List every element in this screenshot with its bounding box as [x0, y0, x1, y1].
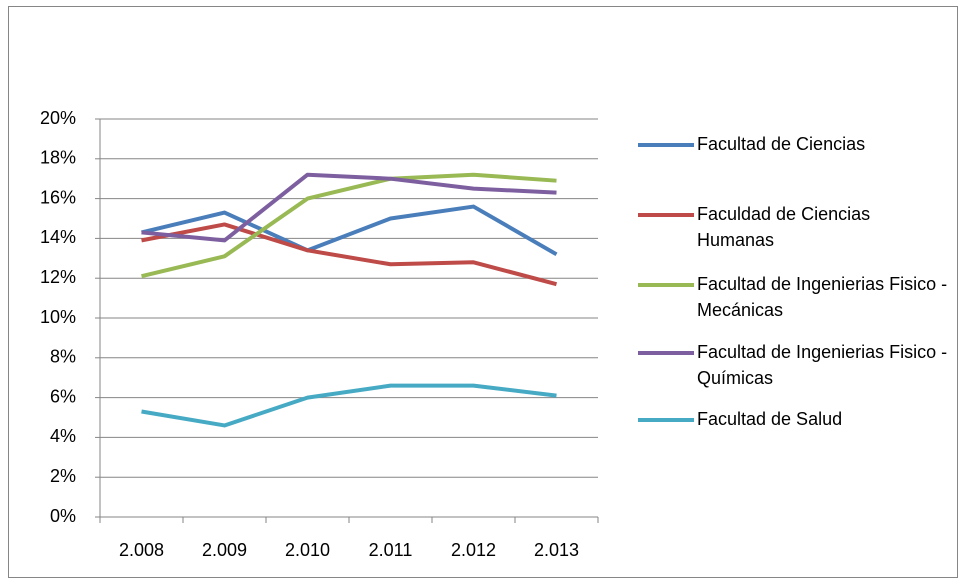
x-tick-label: 2.008 [119, 540, 164, 560]
y-tick-label: 8% [50, 347, 76, 367]
y-tick-label: 0% [50, 506, 76, 526]
legend-line: Faculdad de Ciencias [697, 204, 870, 224]
y-tick-label: 14% [40, 227, 76, 247]
legend-line: Facultad de Ciencias [697, 134, 865, 154]
legend-line: Químicas [697, 368, 773, 388]
y-tick-label: 4% [50, 426, 76, 446]
legend-label: Facultad de Ingenierias Fisico - Químicas [697, 342, 947, 388]
series-line [141, 204, 558, 257]
y-tick-label: 6% [50, 386, 76, 406]
series-line [141, 172, 557, 243]
y-tick-label: 2% [50, 466, 76, 486]
x-tick-label: 2.010 [285, 540, 330, 560]
x-tick-label: 2.013 [534, 540, 579, 560]
legend-line: Humanas [697, 230, 774, 250]
series-line [141, 383, 557, 428]
x-tick-label: 2.009 [202, 540, 247, 560]
legend-line: Facultad de Ingenierias Fisico - [697, 274, 947, 294]
legend-label: Facultad de Ciencias [697, 134, 865, 154]
series-line [141, 172, 557, 279]
x-tick-label: 2.011 [369, 540, 413, 560]
legend-label: Facultad de Ingenierias Fisico - Mecánica… [697, 274, 947, 320]
y-tick-label: 20% [40, 108, 76, 128]
legend-line: Facultad de Salud [697, 409, 842, 429]
y-tick-label: 16% [40, 187, 76, 207]
series-line [141, 222, 558, 287]
legend-line: Mecánicas [697, 300, 783, 320]
x-tick-label: 2.012 [451, 540, 496, 560]
y-tick-label: 18% [40, 148, 76, 168]
legend-label: Faculdad de Ciencias Humanas [697, 204, 870, 250]
y-tick-label: 12% [40, 267, 76, 287]
legend-label: Facultad de Salud [697, 409, 842, 429]
chart-frame [8, 6, 958, 578]
y-tick-label: 10% [40, 307, 76, 327]
legend-line: Facultad de Ingenierias Fisico - [697, 342, 947, 362]
